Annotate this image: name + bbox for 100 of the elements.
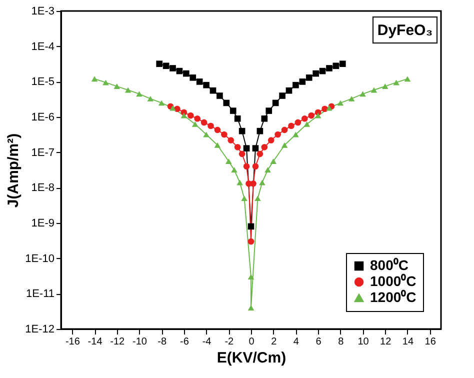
x-tick-label: -4 [202, 336, 212, 348]
point [214, 126, 221, 134]
point [238, 150, 246, 158]
point [200, 119, 208, 126]
point [279, 92, 286, 99]
legend-label: 800⁰C [370, 257, 408, 273]
point [322, 106, 328, 112]
x-tick-label: 12 [380, 336, 392, 348]
x-tick-label: 8 [338, 336, 344, 348]
point [208, 122, 214, 130]
point [370, 87, 378, 93]
y-tick-label: 1E-3 [31, 6, 54, 18]
point [203, 82, 210, 88]
point [183, 70, 190, 77]
point [404, 76, 411, 82]
point [348, 96, 355, 102]
x-tick-label: 14 [402, 336, 414, 348]
point [234, 115, 241, 122]
point [248, 274, 254, 280]
y-tick-label: 1E-8 [31, 182, 54, 194]
point [261, 144, 268, 150]
point [102, 80, 109, 86]
point [304, 121, 310, 127]
point [241, 196, 248, 202]
point [332, 62, 340, 70]
y-tick-label: 1E-9 [31, 218, 54, 230]
x-tick-label: -14 [88, 336, 103, 348]
point [264, 167, 271, 173]
x-tick-label: -12 [110, 336, 126, 348]
point [339, 60, 346, 67]
point [214, 142, 221, 148]
point [301, 115, 308, 122]
point [223, 100, 230, 106]
point [292, 132, 299, 138]
point [360, 91, 366, 97]
point [238, 128, 246, 134]
x-tick-label: 4 [293, 336, 300, 348]
point [162, 62, 170, 70]
point [187, 112, 194, 119]
x-tick-label: 16 [424, 336, 436, 348]
y-axis-title: J(Amp/m²) [5, 133, 22, 208]
point [225, 158, 232, 164]
point [281, 142, 288, 148]
point [156, 60, 163, 67]
point [228, 137, 234, 144]
point [236, 180, 243, 186]
x-tick-label: 0 [248, 336, 255, 348]
x-tick-label: -16 [65, 336, 80, 348]
point [136, 91, 142, 97]
point [203, 132, 210, 138]
point [281, 126, 288, 134]
point [382, 84, 388, 90]
y-tick-label: 1E-6 [31, 112, 54, 124]
point [270, 158, 277, 164]
point [256, 128, 264, 134]
point [319, 68, 326, 74]
point [272, 100, 279, 106]
y-tick-label: 1E-7 [31, 146, 54, 159]
x-axis-title: E(KV/Cm) [216, 350, 286, 366]
point [221, 131, 228, 138]
point [250, 180, 256, 187]
point [393, 80, 400, 86]
point [292, 82, 299, 88]
point [230, 108, 236, 114]
y-tick-label: 1E-10 [25, 252, 54, 265]
point [192, 121, 198, 127]
x-tick-label: -8 [158, 336, 167, 348]
point [248, 223, 254, 230]
point [196, 78, 203, 85]
point [254, 196, 261, 202]
point [248, 238, 254, 245]
y-tick-label: 1E-12 [25, 324, 54, 336]
y-tick-label: 1E-5 [31, 76, 54, 88]
point [124, 87, 132, 93]
x-tick-label: -6 [180, 336, 190, 348]
point [299, 78, 306, 85]
point [147, 96, 154, 102]
point [294, 119, 302, 126]
point [194, 115, 201, 122]
point [243, 145, 250, 152]
point [190, 74, 196, 81]
point [268, 137, 274, 144]
point [91, 76, 98, 82]
point [252, 145, 259, 152]
point [174, 106, 180, 112]
point [288, 122, 294, 130]
point [180, 112, 188, 118]
point [158, 100, 165, 106]
point [326, 65, 332, 72]
y-tick-label: 1E-11 [26, 288, 54, 300]
x-tick-label: 6 [316, 336, 322, 348]
point [243, 163, 250, 170]
point [286, 87, 292, 94]
point [326, 105, 332, 111]
x-tick-label: 10 [358, 336, 370, 348]
point [337, 100, 344, 106]
point [252, 163, 259, 170]
x-tick-label: -2 [224, 336, 234, 348]
point [170, 105, 176, 111]
point [210, 87, 216, 94]
